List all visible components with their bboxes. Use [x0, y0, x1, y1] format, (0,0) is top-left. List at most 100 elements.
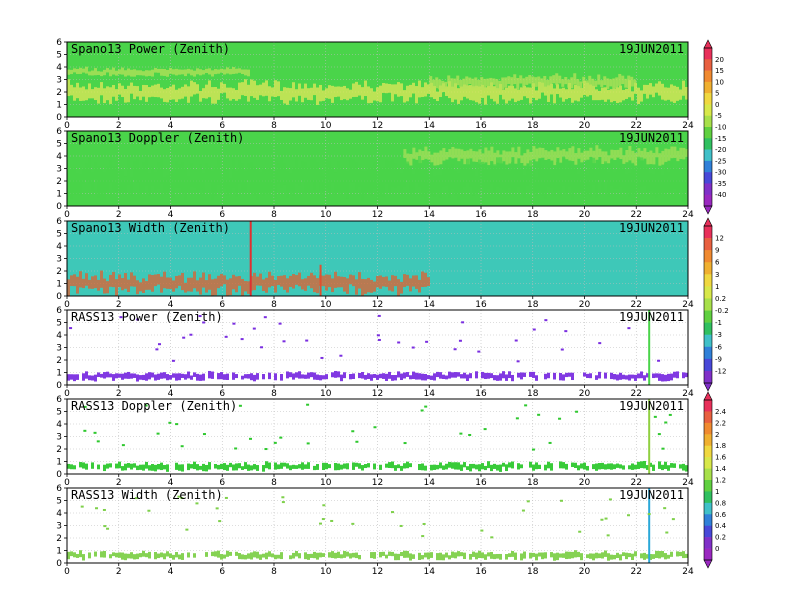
- data-cell: [112, 271, 115, 288]
- data-cell: [529, 160, 532, 184]
- data-cell: [373, 426, 377, 429]
- data-cell: [130, 552, 133, 559]
- data-cell: [133, 160, 136, 181]
- data-cell: [238, 553, 241, 560]
- data-cell: [241, 466, 244, 470]
- data-cell: [550, 463, 553, 471]
- data-cell: [187, 176, 190, 194]
- data-cell: [193, 169, 196, 189]
- data-cell: [607, 463, 610, 470]
- data-cell: [280, 90, 283, 100]
- data-cell: [627, 514, 631, 517]
- data-cell: [667, 465, 670, 471]
- data-cell: [307, 553, 310, 560]
- data-cell: [205, 162, 208, 182]
- data-cell: [415, 152, 419, 160]
- data-cell: [685, 158, 688, 189]
- data-cell: [406, 550, 409, 558]
- data-cell: [379, 85, 382, 103]
- data-cell: [181, 272, 184, 291]
- data-cell: [474, 77, 478, 89]
- data-cell: [298, 553, 301, 559]
- data-cell: [184, 167, 187, 200]
- data-cell: [649, 172, 652, 191]
- data-cell: [370, 166, 373, 197]
- colorbar-label: -0.2: [715, 307, 729, 315]
- data-cell: [304, 464, 307, 469]
- y-tick-label: 0: [56, 559, 62, 569]
- data-cell: [430, 375, 433, 380]
- data-cell: [514, 339, 518, 342]
- data-cell: [377, 338, 381, 341]
- data-cell: [526, 149, 530, 164]
- data-cell: [676, 167, 679, 195]
- data-cell: [151, 464, 154, 471]
- data-cell: [376, 171, 379, 200]
- data-cell: [307, 88, 310, 100]
- colorbar-label: -1: [715, 319, 722, 327]
- data-cell: [499, 464, 502, 472]
- data-cell: [490, 536, 494, 539]
- colorbar-swatch: [704, 138, 712, 150]
- colorbar-label: 1: [715, 488, 719, 496]
- data-cell: [322, 176, 325, 196]
- data-cell: [337, 551, 340, 559]
- data-cell: [144, 404, 148, 407]
- data-cell: [241, 69, 244, 75]
- data-cell: [214, 69, 217, 75]
- data-cell: [469, 164, 472, 188]
- colorbar-label: 1.2: [715, 477, 726, 485]
- data-cell: [100, 551, 103, 558]
- data-cell: [160, 87, 163, 99]
- data-cell: [484, 147, 488, 163]
- data-cell: [91, 70, 94, 76]
- data-cell: [397, 341, 401, 344]
- data-cell: [211, 171, 214, 200]
- data-cell: [337, 160, 340, 192]
- data-cell: [280, 157, 283, 188]
- data-cell: [424, 272, 427, 287]
- y-tick-label: 1: [56, 547, 62, 557]
- data-cell: [211, 551, 214, 557]
- data-cell: [292, 274, 295, 289]
- data-cell: [166, 374, 169, 381]
- data-cell: [277, 464, 280, 470]
- data-cell: [79, 271, 82, 288]
- data-cell: [145, 281, 148, 290]
- data-cell: [115, 165, 118, 192]
- data-cell: [93, 431, 97, 434]
- data-cell: [399, 524, 403, 527]
- data-cell: [279, 436, 283, 439]
- data-cell: [130, 82, 133, 94]
- data-cell: [400, 83, 403, 97]
- data-cell: [178, 88, 181, 100]
- data-cell: [483, 78, 487, 90]
- data-cell: [319, 170, 322, 192]
- data-cell: [223, 554, 226, 559]
- data-cell: [232, 372, 235, 380]
- data-cell: [103, 550, 106, 558]
- data-cell: [196, 84, 199, 94]
- data-cell: [313, 551, 316, 559]
- colorbar-swatch: [704, 59, 712, 71]
- data-cell: [667, 171, 670, 193]
- data-cell: [202, 373, 205, 381]
- data-cell: [163, 69, 166, 76]
- data-cell: [415, 372, 418, 380]
- data-cell: [535, 176, 538, 197]
- data-cell: [498, 80, 502, 90]
- data-cell: [247, 374, 250, 379]
- data-cell: [523, 551, 526, 559]
- data-cell: [97, 464, 100, 470]
- data-cell: [668, 413, 672, 416]
- data-cell: [442, 374, 445, 380]
- data-cell: [79, 67, 82, 74]
- data-cell: [334, 370, 337, 378]
- data-cell: [127, 463, 130, 468]
- data-cell: [472, 86, 475, 101]
- x-tick-label: 18: [527, 300, 539, 310]
- data-cell: [529, 87, 532, 104]
- x-tick-label: 8: [271, 300, 277, 310]
- data-cell: [421, 535, 425, 538]
